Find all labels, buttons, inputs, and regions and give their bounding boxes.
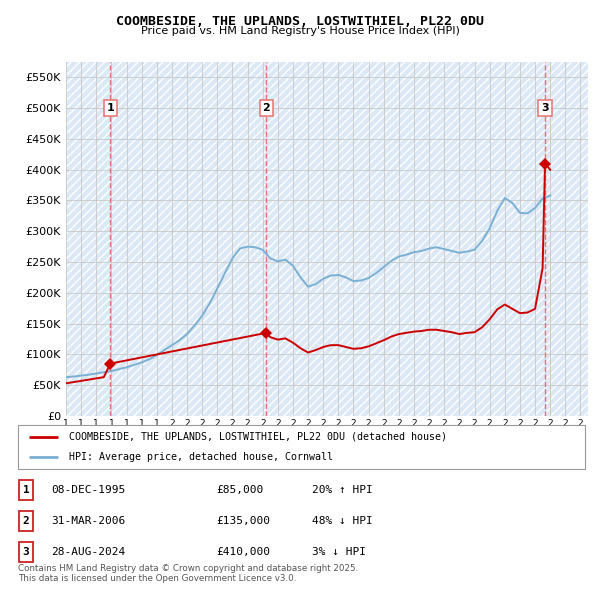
Text: Price paid vs. HM Land Registry's House Price Index (HPI): Price paid vs. HM Land Registry's House …: [140, 26, 460, 36]
FancyBboxPatch shape: [19, 542, 33, 562]
Text: £135,000: £135,000: [216, 516, 270, 526]
Bar: [66, 62, 588, 416]
Text: 3: 3: [541, 103, 549, 113]
FancyBboxPatch shape: [19, 511, 33, 531]
FancyBboxPatch shape: [19, 480, 33, 500]
Text: 3: 3: [23, 547, 29, 556]
Text: £410,000: £410,000: [216, 547, 270, 556]
FancyBboxPatch shape: [18, 425, 585, 469]
Text: HPI: Average price, detached house, Cornwall: HPI: Average price, detached house, Corn…: [69, 452, 333, 462]
Text: 31-MAR-2006: 31-MAR-2006: [51, 516, 125, 526]
Text: COOMBESIDE, THE UPLANDS, LOSTWITHIEL, PL22 0DU: COOMBESIDE, THE UPLANDS, LOSTWITHIEL, PL…: [116, 15, 484, 28]
Text: 1: 1: [23, 486, 29, 495]
Text: 2: 2: [23, 516, 29, 526]
Text: Contains HM Land Registry data © Crown copyright and database right 2025.
This d: Contains HM Land Registry data © Crown c…: [18, 563, 358, 583]
Text: 1: 1: [106, 103, 114, 113]
Text: COOMBESIDE, THE UPLANDS, LOSTWITHIEL, PL22 0DU (detached house): COOMBESIDE, THE UPLANDS, LOSTWITHIEL, PL…: [69, 432, 447, 442]
Text: 2: 2: [263, 103, 271, 113]
Text: 28-AUG-2024: 28-AUG-2024: [51, 547, 125, 556]
Text: 08-DEC-1995: 08-DEC-1995: [51, 486, 125, 495]
Text: £85,000: £85,000: [216, 486, 263, 495]
Text: 48% ↓ HPI: 48% ↓ HPI: [312, 516, 373, 526]
Text: 3% ↓ HPI: 3% ↓ HPI: [312, 547, 366, 556]
Text: 20% ↑ HPI: 20% ↑ HPI: [312, 486, 373, 495]
